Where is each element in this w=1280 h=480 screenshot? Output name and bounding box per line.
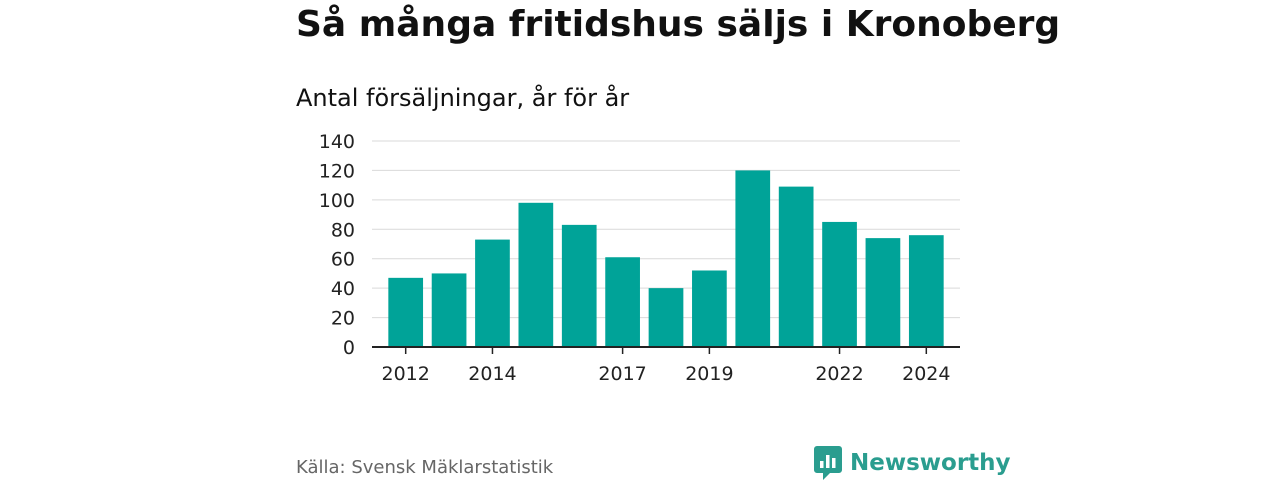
y-tick-label: 60 [331,249,355,271]
bar-2021 [778,186,814,347]
newsworthy-logo-icon [814,446,842,480]
x-tick-label: 2019 [685,363,733,385]
bar-2022 [822,221,857,347]
bar-2019 [692,270,727,347]
y-tick-label: 120 [319,160,355,182]
chart-title: Så många fritidshus säljs i Kronoberg [296,4,1061,45]
y-tick-label: 80 [331,219,355,241]
bar-2018 [648,288,684,347]
bar-2012 [388,277,424,347]
bar-2013 [431,273,467,347]
y-tick-label: 140 [319,131,355,153]
bar-2014 [475,239,510,347]
x-tick-label: 2014 [468,363,516,385]
bar-2023 [865,238,901,347]
y-tick-label: 0 [343,337,355,359]
brand-name: Newsworthy [850,450,1011,476]
x-tick-label: 2022 [815,363,863,385]
bar-2017 [605,257,640,347]
x-tick-label: 2024 [902,363,950,385]
x-tick-label: 2012 [382,363,430,385]
brand-logo: Newsworthy [814,446,1011,480]
y-tick-label: 40 [331,278,355,300]
source-note: Källa: Svensk Mäklarstatistik [296,457,554,478]
y-tick-label: 100 [319,190,355,212]
bar-2015 [518,202,554,347]
bar-2020 [735,170,771,347]
bar-2016 [561,224,597,347]
bar-2024 [908,235,944,347]
chart-subtitle: Antal försäljningar, år för år [296,84,630,112]
y-tick-label: 20 [331,308,355,330]
x-tick-label: 2017 [598,363,646,385]
